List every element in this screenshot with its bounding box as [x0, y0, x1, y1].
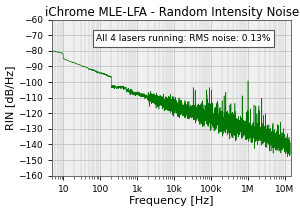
Y-axis label: RIN [dB/Hz]: RIN [dB/Hz] — [6, 66, 16, 130]
Title: iChrome MLE-LFA - Random Intensity Noise: iChrome MLE-LFA - Random Intensity Noise — [44, 6, 299, 19]
Text: All 4 lasers running: RMS noise: 0.13%: All 4 lasers running: RMS noise: 0.13% — [96, 34, 271, 43]
X-axis label: Frequency [Hz]: Frequency [Hz] — [129, 197, 214, 206]
